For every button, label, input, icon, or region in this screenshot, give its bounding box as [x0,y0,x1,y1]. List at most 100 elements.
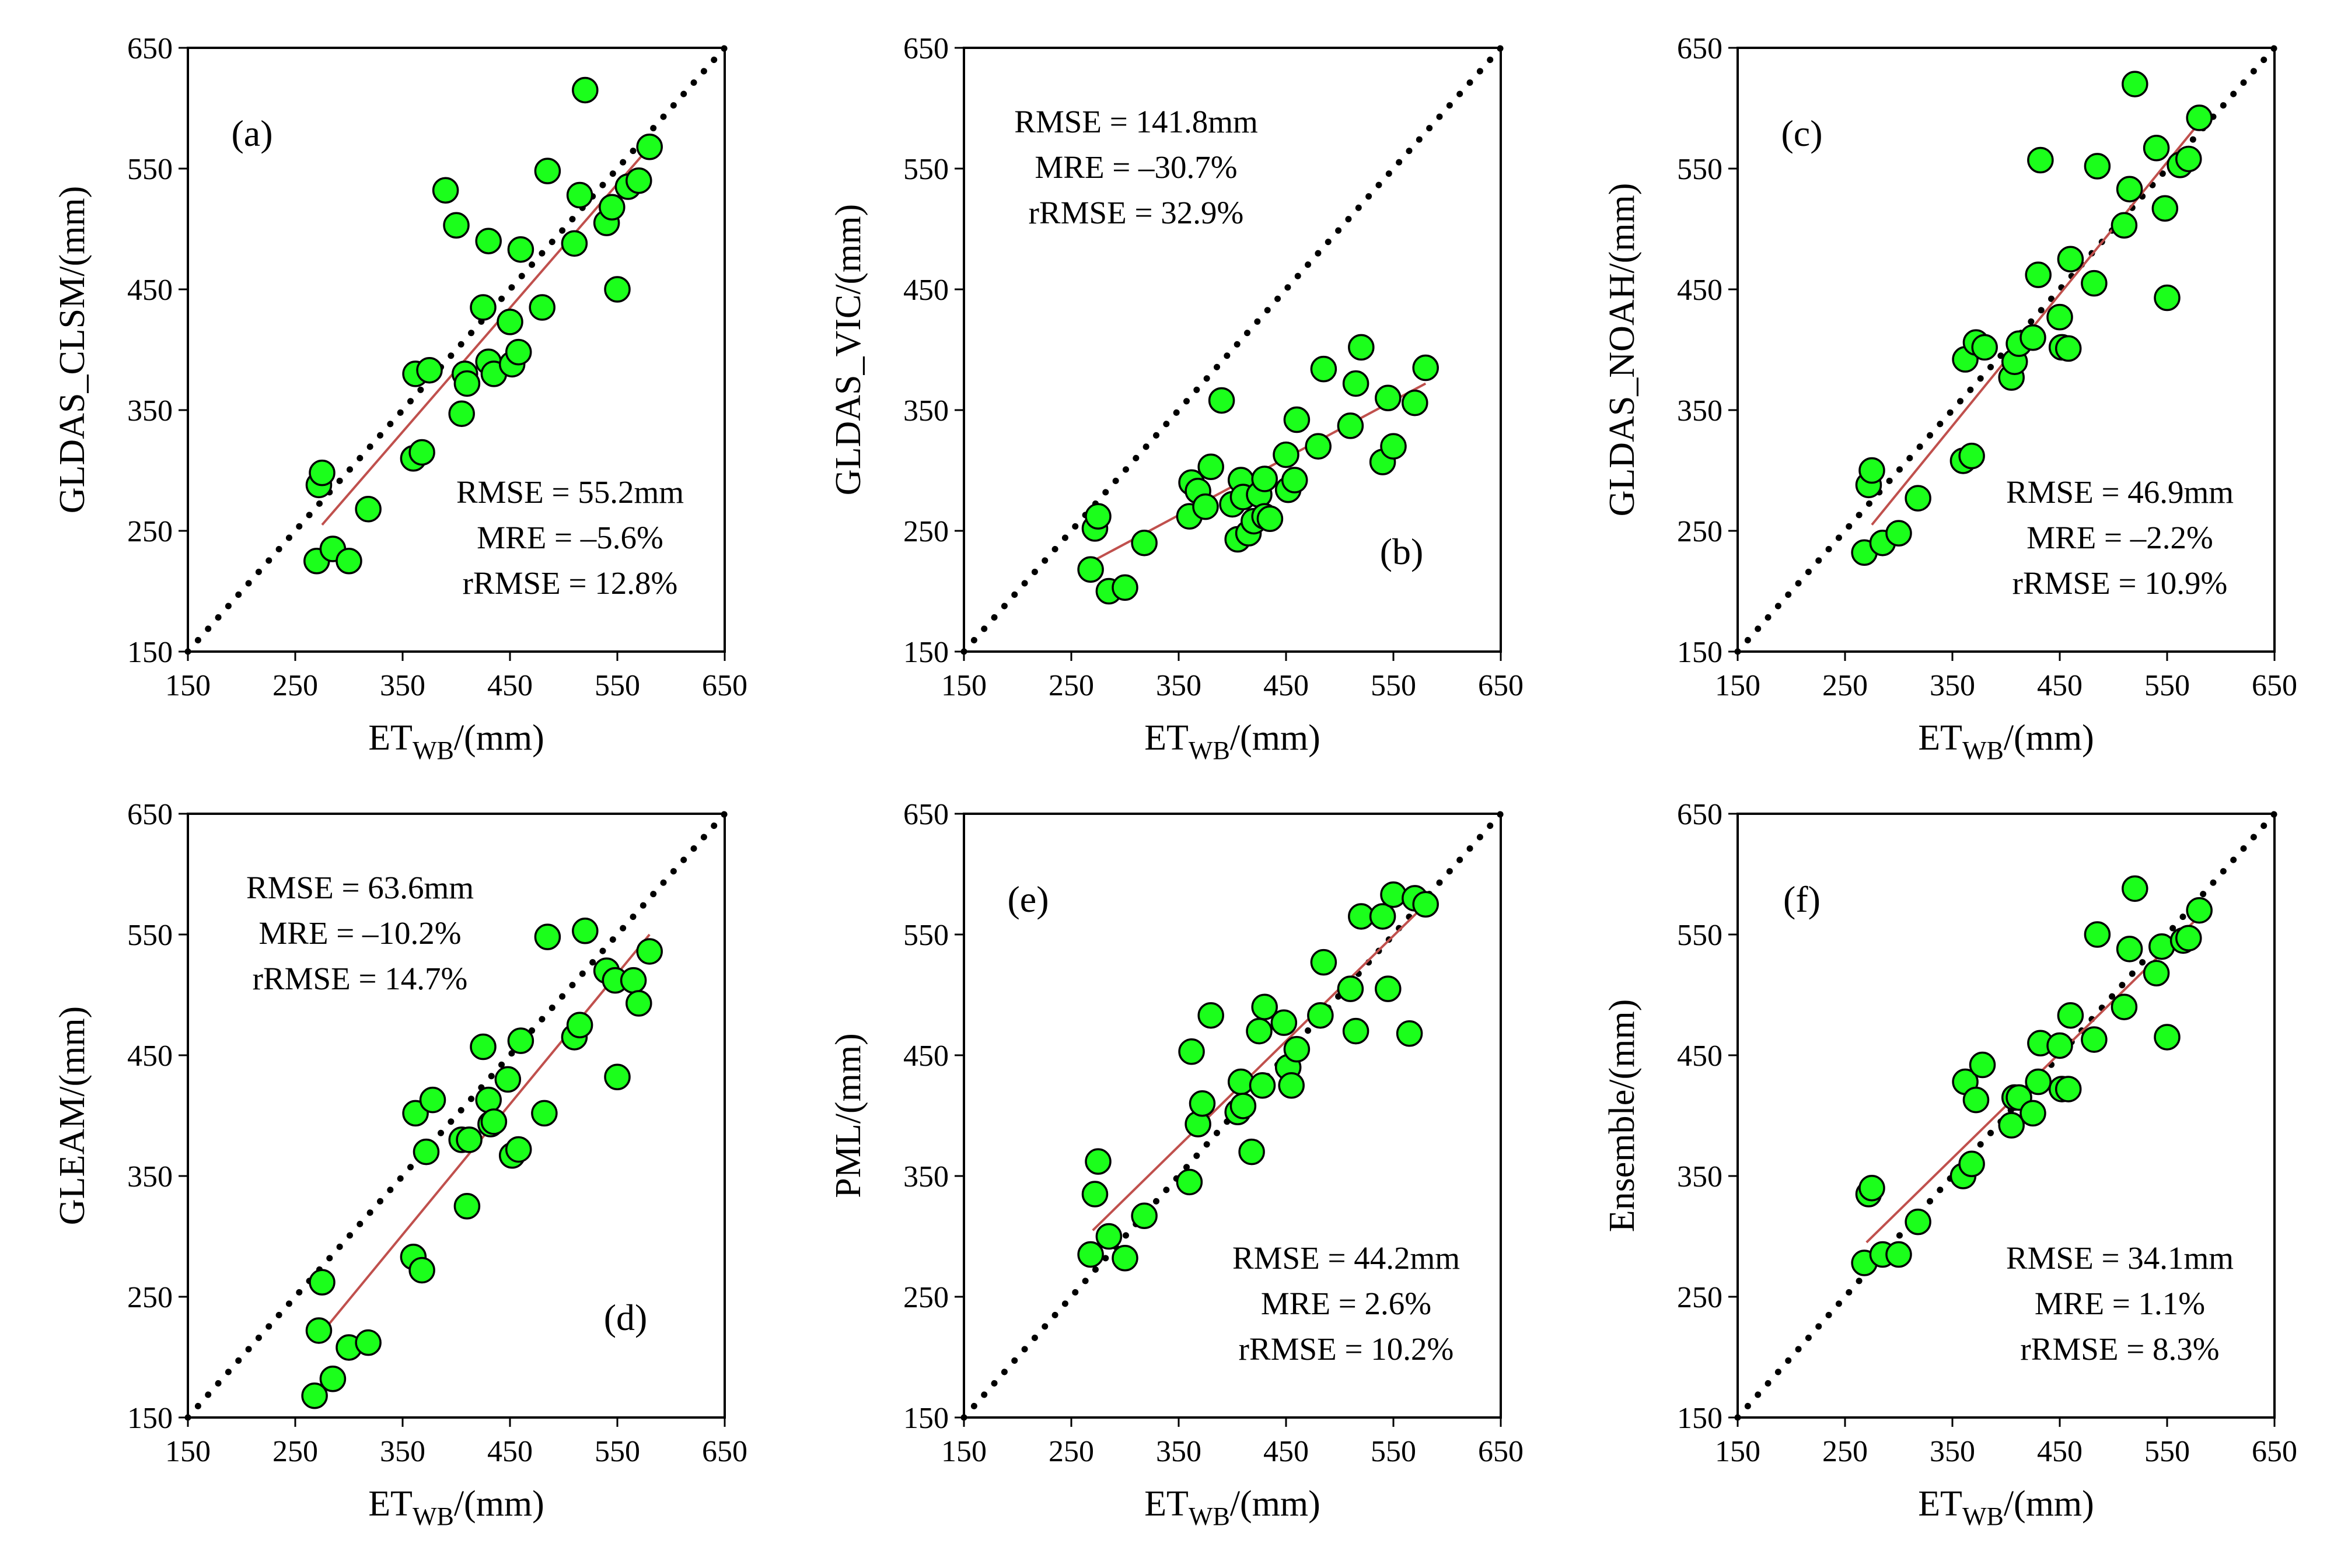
panel-label: (a) [231,113,272,154]
data-point [305,1317,333,1344]
data-point [1412,354,1439,382]
data-point [413,1138,440,1166]
data-point [1077,1241,1104,1268]
x-tick-label: 650 [702,669,747,702]
data-point [1085,1148,1112,1175]
panel-label: (c) [1781,113,1822,154]
x-tick-label: 150 [165,669,211,702]
data-point [494,1066,522,1093]
y-tick-label: 450 [1677,274,1722,307]
data-point [475,228,502,254]
data-point [443,212,470,239]
one-to-one-line [960,810,1504,1421]
stats-line: MRE = 1.1% [2035,1286,2205,1321]
x-tick-label: 450 [487,1435,533,1468]
stats-line: rRMSE = 14.7% [253,961,468,996]
x-tick-label: 350 [1156,669,1201,702]
data-point [1112,574,1138,601]
data-point [1077,556,1104,583]
x-axis-label-subscript: WB [1962,736,2004,765]
x-axis-label-main: ET [1918,718,1962,758]
y-tick-label: 350 [127,1160,173,1194]
y-tick-label: 150 [1677,636,1722,669]
data-point [319,1366,347,1392]
y-axis-label: GLDAS_VIC/(mm) [829,204,868,495]
data-point [1305,433,1332,460]
data-point [2122,71,2148,97]
x-axis-label-main: ET [1144,1484,1189,1524]
y-tick-label: 450 [127,1040,173,1073]
data-point [2046,1032,2073,1059]
data-point [2116,936,2143,963]
x-tick-label: 550 [2144,669,2190,702]
y-tick-label: 250 [1677,1281,1722,1314]
stats-line: rRMSE = 32.9% [1029,195,1244,230]
x-tick-label: 450 [1263,1435,1309,1468]
y-axis-label: Ensemble/(mm) [1602,999,1642,1232]
x-axis-label-subscript: WB [413,736,454,765]
y-tick-label: 350 [903,1160,949,1194]
data-point [1281,467,1308,494]
data-point [456,1126,483,1153]
x-tick-label: 550 [2144,1435,2190,1468]
data-point [1885,1241,1912,1268]
fit-line [1092,903,1427,1231]
x-axis-label-unit: /(mm) [2004,1484,2094,1524]
x-axis-label-main: ET [1144,718,1189,758]
data-point [626,167,652,194]
y-tick-label: 450 [903,1040,949,1073]
data-point [1131,1202,1158,1230]
data-point [2081,1026,2108,1053]
y-tick-label: 650 [903,32,949,65]
x-tick-label: 450 [2037,1435,2083,1468]
x-tick-label: 650 [2252,1435,2297,1468]
data-point [301,1382,328,1409]
x-axis-label: ETWB/(mm) [368,1484,544,1531]
y-tick-label: 650 [1677,32,1722,65]
x-tick-label: 550 [1371,1435,1416,1468]
x-tick-label: 250 [272,669,318,702]
data-point [1958,442,1985,470]
x-axis-label: ETWB/(mm) [1144,1484,1320,1531]
data-point [604,276,631,303]
y-tick-label: 550 [903,153,949,186]
data-point [2025,261,2052,288]
data-point [507,1027,534,1054]
y-tick-label: 250 [903,515,949,548]
data-point [626,990,652,1017]
data-point [2055,335,2082,362]
x-tick-label: 550 [1371,669,1416,702]
data-point [2055,1076,2082,1102]
x-axis-label: ETWB/(mm) [1918,718,2094,765]
data-point [355,495,382,523]
y-tick-label: 350 [1677,1160,1722,1194]
data-point [2143,960,2170,986]
data-point [505,1136,532,1163]
data-point [1238,1138,1265,1166]
data-point [1208,387,1235,414]
data-point [1251,466,1278,492]
x-axis-label-main: ET [368,718,413,758]
y-tick-label: 650 [1677,798,1722,831]
data-point [566,181,593,209]
data-point [1380,881,1407,908]
data-point [1958,1150,1985,1178]
data-point [1402,389,1428,416]
data-point [1342,1017,1369,1045]
data-point [2046,303,2073,331]
data-point [572,918,599,944]
data-point [534,158,561,184]
data-point [1197,1002,1224,1029]
y-tick-label: 350 [1677,394,1722,428]
data-point [2175,145,2202,173]
stats-line: RMSE = 55.2mm [456,474,684,510]
data-point [1998,1112,2025,1139]
data-point [309,1269,336,1296]
x-tick-label: 150 [1715,669,1760,702]
x-axis-label-subscript: WB [1962,1502,2004,1531]
panel-d: 150 250 350 450 550 650 150 250 350 450 550 650 (d) R… [53,798,747,1531]
data-point [1197,453,1224,481]
one-to-one-line [184,44,728,655]
data-point [1380,433,1407,460]
